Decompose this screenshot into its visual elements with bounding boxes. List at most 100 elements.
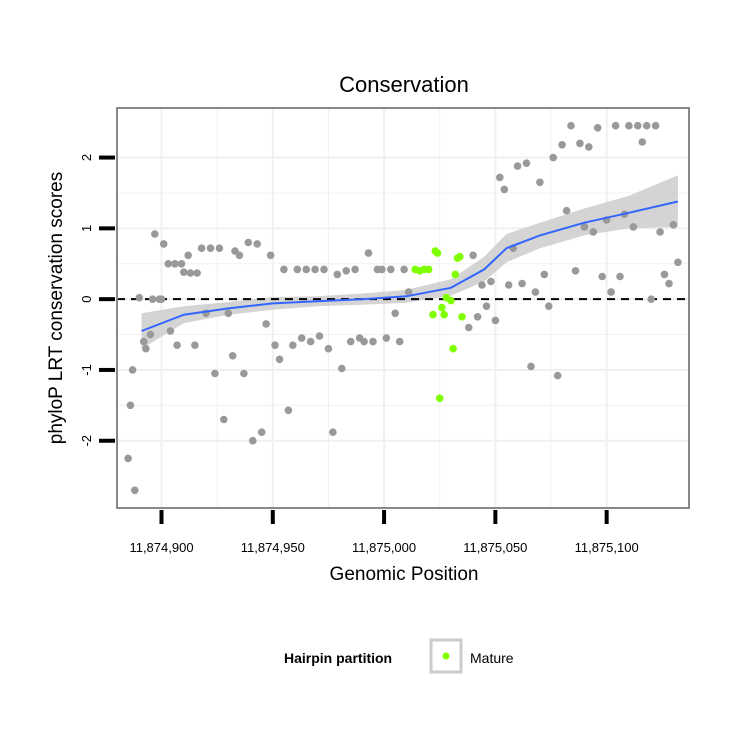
point-14 <box>166 327 175 335</box>
point-73 <box>473 313 482 321</box>
point-29 <box>224 309 233 318</box>
point-37 <box>257 428 266 437</box>
point-67 <box>391 309 400 318</box>
point-85 <box>527 362 535 371</box>
point-69 <box>400 265 408 274</box>
point-87 <box>536 178 544 187</box>
point-77 <box>491 316 500 325</box>
legend-label-mature: Mature <box>470 650 514 666</box>
y-tick-label-4: 2 <box>79 154 94 161</box>
point-72 <box>469 251 477 260</box>
point-9 <box>151 230 159 238</box>
point-96 <box>576 139 584 148</box>
point-27 <box>215 244 224 252</box>
point-34 <box>244 238 253 247</box>
y-tick-label-0: -2 <box>79 435 94 447</box>
point-15 <box>171 260 179 268</box>
mature-point-8 <box>438 303 446 312</box>
point-90 <box>549 153 557 162</box>
point-109 <box>634 121 642 130</box>
point-79 <box>500 185 509 194</box>
point-51 <box>320 265 328 274</box>
point-36 <box>253 240 261 248</box>
point-97 <box>580 223 589 231</box>
mature-point-9 <box>440 310 449 319</box>
mature-point-13 <box>451 270 460 279</box>
point-64 <box>378 265 386 274</box>
point-28 <box>220 415 228 424</box>
point-53 <box>329 428 337 437</box>
point-26 <box>211 369 219 378</box>
point-8 <box>148 295 157 304</box>
point-7 <box>146 330 155 339</box>
point-65 <box>382 334 391 342</box>
point-46 <box>297 334 306 342</box>
confidence-band <box>141 175 678 349</box>
point-25 <box>206 244 215 252</box>
x-tick-label-3: 11,875,050 <box>463 540 527 555</box>
confidence-band-group <box>141 175 678 349</box>
point-57 <box>346 337 355 346</box>
point-40 <box>271 341 279 350</box>
point-118 <box>674 258 682 267</box>
x-tick-label-0: 11,874,900 <box>129 540 193 555</box>
point-55 <box>338 364 346 373</box>
point-117 <box>669 221 678 229</box>
point-101 <box>598 272 606 281</box>
legend: Hairpin partition Mature <box>284 638 514 674</box>
mature-point-12 <box>449 344 457 353</box>
point-0 <box>124 454 132 463</box>
point-16 <box>173 341 181 350</box>
point-91 <box>553 371 562 380</box>
smooth-line <box>141 200 679 332</box>
point-113 <box>651 121 660 130</box>
point-88 <box>540 270 549 279</box>
point-12 <box>159 240 168 248</box>
point-47 <box>302 265 311 274</box>
point-21 <box>191 341 199 350</box>
point-112 <box>647 295 655 304</box>
point-20 <box>186 269 195 277</box>
point-71 <box>464 323 473 332</box>
x-tick-label-2: 11,875,000 <box>352 540 416 555</box>
point-110 <box>638 138 647 146</box>
point-56 <box>342 267 351 275</box>
mature-point-4 <box>429 310 437 319</box>
point-48 <box>306 337 315 346</box>
point-52 <box>324 344 333 353</box>
point-93 <box>562 206 571 215</box>
point-17 <box>177 260 186 268</box>
point-6 <box>142 344 150 353</box>
mature-point-11 <box>447 296 455 305</box>
point-45 <box>293 265 302 274</box>
x-axis-title: Genomic Position <box>330 564 479 585</box>
point-54 <box>333 270 342 279</box>
point-3 <box>131 486 139 495</box>
point-84 <box>522 159 531 167</box>
point-76 <box>487 277 495 286</box>
point-2 <box>128 366 137 374</box>
point-38 <box>262 320 270 328</box>
point-83 <box>518 279 526 288</box>
point-92 <box>558 141 566 149</box>
point-70 <box>404 288 413 296</box>
point-114 <box>656 228 664 236</box>
point-50 <box>315 332 324 340</box>
point-95 <box>571 267 580 275</box>
point-32 <box>235 251 244 260</box>
plot-panel-border <box>116 107 690 509</box>
legend-mature-point <box>442 652 450 660</box>
legend-title: Hairpin partition <box>284 650 392 666</box>
point-115 <box>660 270 669 279</box>
x-tick-label-1: 11,874,950 <box>241 540 305 555</box>
point-99 <box>589 228 598 236</box>
point-5 <box>139 337 148 346</box>
point-86 <box>531 288 540 296</box>
point-41 <box>275 355 284 364</box>
point-94 <box>567 121 575 130</box>
mature-point-15 <box>456 252 464 261</box>
point-105 <box>616 272 624 281</box>
mature-point-6 <box>433 249 442 257</box>
x-tick-label-4: 11,875,100 <box>575 540 639 555</box>
